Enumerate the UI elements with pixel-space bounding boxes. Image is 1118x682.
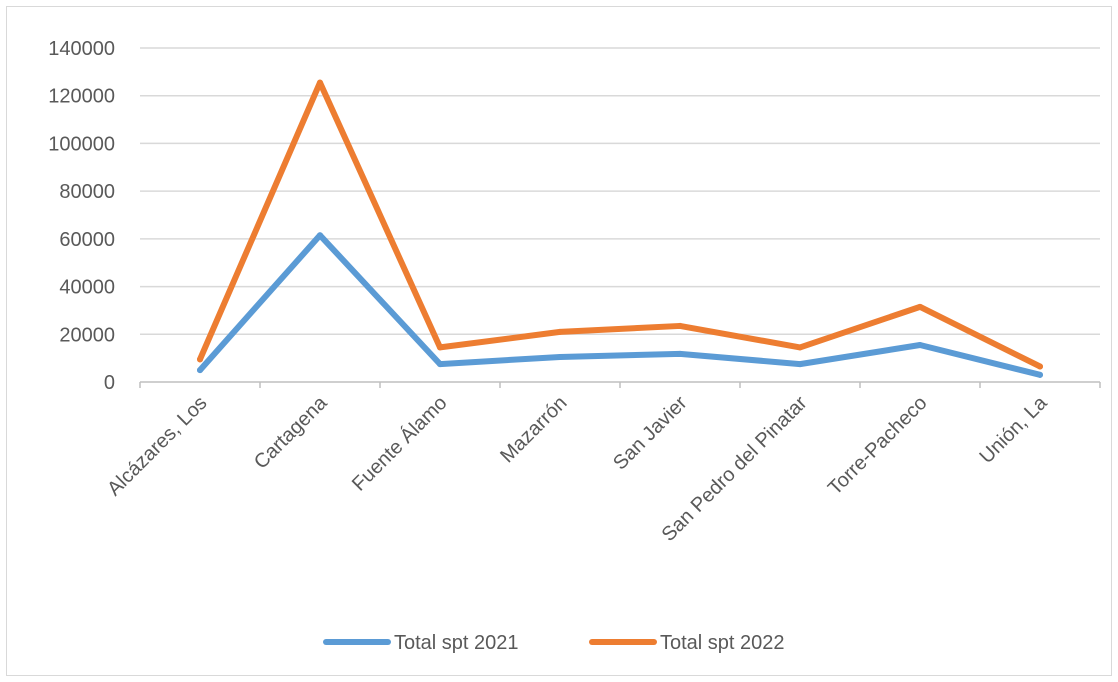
y-tick-label: 60000 xyxy=(59,229,115,251)
data-point xyxy=(797,361,803,368)
legend-label: Total spt 2021 xyxy=(394,632,519,654)
gridlines xyxy=(140,47,1100,336)
legend: Total spt 2021 Total spt 2022 xyxy=(323,632,785,654)
y-tick-label: 40000 xyxy=(59,277,115,299)
legend-label: Total spt 2022 xyxy=(660,632,785,654)
data-point xyxy=(1037,363,1043,370)
y-tick-label: 100000 xyxy=(48,133,115,155)
data-point xyxy=(557,328,563,335)
x-tick-label: Unión, La xyxy=(975,391,1052,468)
data-point xyxy=(197,367,203,374)
y-tick-label: 120000 xyxy=(48,86,115,108)
series-line-1 xyxy=(197,232,1043,378)
y-tick-label: 140000 xyxy=(48,38,115,60)
y-tick-label: 80000 xyxy=(59,181,115,203)
x-tick-label: Alcázares, Los xyxy=(103,392,211,500)
data-point xyxy=(437,361,443,368)
data-point xyxy=(1037,371,1043,378)
data-point xyxy=(677,350,683,357)
series-lines xyxy=(197,79,1043,378)
x-tick-label: Fuente Álamo xyxy=(347,391,451,495)
data-point xyxy=(557,353,563,360)
data-point xyxy=(317,232,323,239)
data-point xyxy=(197,356,203,363)
y-tick-label: 20000 xyxy=(59,324,115,346)
data-point xyxy=(437,344,443,351)
series-line-2 xyxy=(197,79,1043,370)
x-tick-label: Torre-Pacheco xyxy=(824,392,932,500)
data-point xyxy=(317,79,323,86)
data-point xyxy=(677,322,683,329)
x-tick-label: San Javier xyxy=(609,392,692,475)
y-tick-label: 0 xyxy=(104,372,115,394)
chart-frame xyxy=(6,6,1112,676)
x-axis: Alcázares, Los Cartagena Fuente Álamo Mazar… xyxy=(103,381,1101,546)
data-point xyxy=(917,342,923,349)
data-point xyxy=(797,344,803,351)
data-point xyxy=(917,303,923,310)
x-tick-label: Mazarrón xyxy=(496,392,571,467)
y-axis: 0 20000 40000 60000 80000 100000 120000 140000 xyxy=(48,38,115,394)
x-tick-label: Cartagena xyxy=(250,391,332,473)
